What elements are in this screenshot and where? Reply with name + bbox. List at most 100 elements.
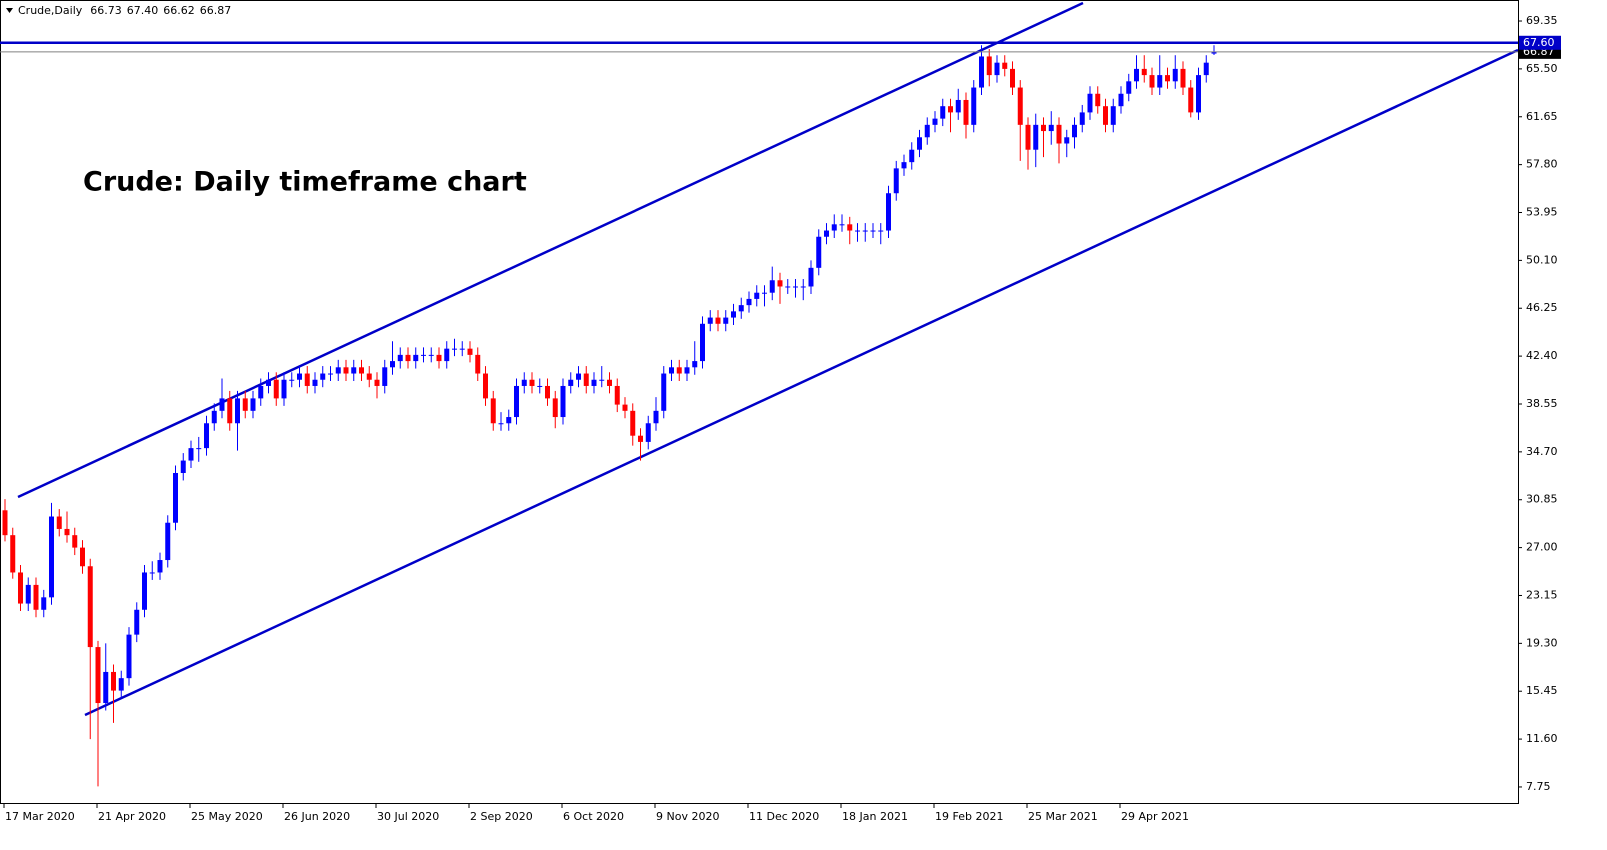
candle-body — [335, 367, 341, 374]
candle-body — [847, 224, 853, 231]
candle-body — [273, 379, 279, 399]
candle-body — [901, 162, 907, 169]
x-tick-label: 25 May 2020 — [191, 810, 263, 823]
candle-body — [521, 379, 527, 386]
candle-body — [64, 528, 70, 536]
candle-body — [669, 367, 674, 374]
candle-body — [583, 373, 589, 386]
x-tick-label: 26 Jun 2020 — [284, 810, 350, 823]
candle-body — [18, 572, 23, 604]
candle-body — [304, 373, 310, 386]
candle-body — [1010, 68, 1015, 88]
candle-body — [1079, 112, 1085, 125]
x-tick-label: 9 Nov 2020 — [656, 810, 719, 823]
header-arrow — [6, 8, 13, 13]
candle-body — [855, 230, 860, 232]
candle-body — [111, 671, 116, 691]
y-tick-label: 11.60 — [1526, 732, 1558, 745]
candle-body — [599, 379, 605, 381]
candle-body — [467, 348, 473, 355]
candle-body — [762, 292, 767, 294]
candle-body — [266, 379, 271, 386]
candle-body — [149, 572, 155, 574]
y-tick-label: 57.80 — [1526, 158, 1558, 171]
candle-body — [816, 236, 822, 268]
candle-body — [514, 385, 519, 418]
candle-body — [932, 118, 938, 125]
candle-body — [715, 317, 721, 324]
candle-body — [95, 647, 101, 704]
candle-body — [475, 354, 481, 374]
candle-body — [126, 634, 132, 679]
candle-body — [645, 423, 651, 442]
candle-body — [397, 354, 403, 362]
y-tick-label: 69.35 — [1526, 14, 1558, 27]
candle-body — [661, 373, 667, 411]
candle-body — [180, 460, 186, 473]
candle-body — [235, 398, 240, 424]
candle-body — [700, 323, 705, 362]
candle-body — [196, 448, 202, 450]
candle-body — [405, 354, 411, 362]
price-level-label: 67.60 — [1523, 36, 1555, 49]
candle-body — [1072, 124, 1077, 138]
candle-body — [258, 385, 264, 399]
candle-body — [1188, 87, 1194, 113]
candle-body — [289, 379, 295, 381]
candle-body — [909, 149, 915, 163]
x-tick-label: 29 Apr 2021 — [1121, 810, 1189, 823]
upper-channel-line — [17, 1, 1084, 499]
y-tick-label: 65.50 — [1526, 62, 1558, 75]
candle-body — [242, 398, 248, 411]
candle-body — [731, 311, 736, 318]
candle-body — [33, 584, 39, 610]
lower-channel-line — [84, 48, 1518, 717]
candle-body — [421, 354, 426, 356]
candle-body — [707, 317, 713, 324]
candle-body — [490, 398, 496, 424]
candle-body — [576, 373, 581, 380]
x-tick-label: 18 Jan 2021 — [842, 810, 908, 823]
candle-body — [754, 292, 760, 299]
candle-body — [444, 348, 450, 362]
y-tick-label: 46.25 — [1526, 301, 1558, 314]
y-tick-label: 38.55 — [1526, 397, 1558, 410]
candle-body — [1157, 75, 1163, 88]
candle-body — [940, 106, 946, 119]
candle-body — [552, 398, 558, 418]
candle-body — [49, 516, 54, 598]
candle-body — [188, 448, 194, 461]
x-tick-label: 25 Mar 2021 — [1028, 810, 1098, 823]
price-level-box — [1519, 35, 1561, 50]
candle-body — [692, 361, 698, 368]
candle-body — [281, 379, 287, 399]
candle-body — [1126, 81, 1132, 94]
candle-body — [545, 385, 550, 399]
candle-body — [769, 280, 775, 293]
x-tick-label: 19 Feb 2021 — [935, 810, 1003, 823]
candle-body — [1110, 106, 1116, 125]
y-tick-label: 50.10 — [1526, 253, 1558, 266]
candle-body — [878, 230, 884, 232]
candle-body — [614, 385, 620, 405]
candle-body — [986, 56, 992, 76]
candle-body — [343, 367, 349, 374]
candle-body — [537, 385, 543, 387]
candle-body — [800, 286, 806, 288]
candle-body — [785, 286, 791, 288]
candle-body — [676, 367, 682, 374]
candle-body — [366, 373, 372, 380]
candle-body — [1025, 124, 1031, 150]
candle-body — [793, 286, 798, 288]
x-tick-label: 21 Apr 2020 — [98, 810, 166, 823]
candle-body — [831, 224, 837, 231]
candle-body — [227, 398, 233, 424]
candle-body — [622, 404, 628, 411]
candle-body — [839, 224, 845, 226]
candle-body — [948, 106, 953, 113]
candle-body — [390, 361, 395, 368]
candle-body — [917, 137, 922, 150]
candle-body — [1041, 124, 1046, 132]
candle-body — [862, 230, 868, 232]
candle-body — [1033, 124, 1039, 150]
